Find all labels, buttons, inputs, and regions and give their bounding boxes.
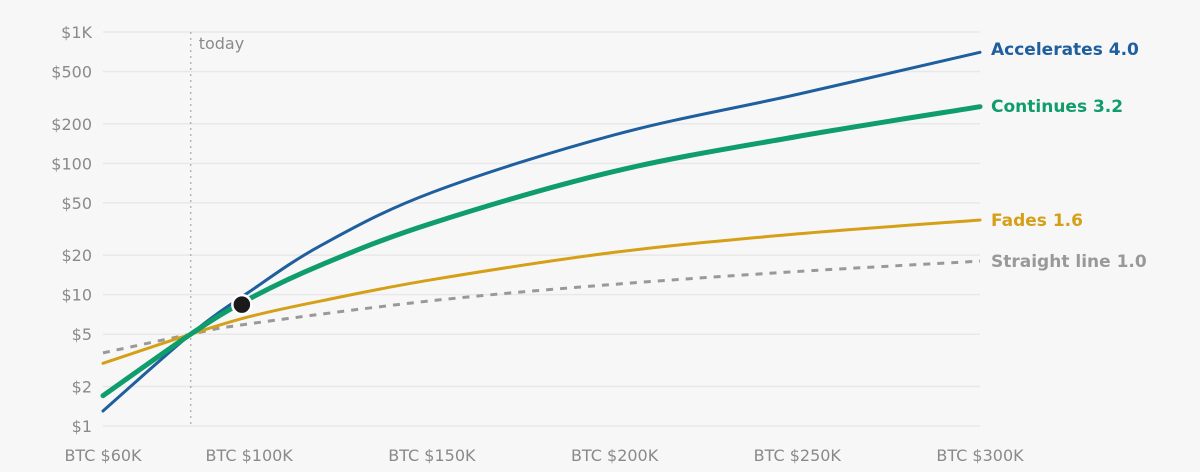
x-tick-label: BTC $150K [388,446,476,465]
today-label: today [199,34,245,53]
grid-lines [103,31,980,427]
y-tick-label: $50 [61,194,92,213]
series-labels: Accelerates 4.0 Continues 3.2 Fades 1.6 Str… [991,40,1147,272]
y-tick-label: $500 [51,63,92,82]
series-label-1: Continues 3.2 [991,97,1123,117]
x-tick-label: BTC $60K [64,446,142,465]
series-label-0: Accelerates 4.0 [991,40,1139,60]
current-point-layer [231,293,253,316]
x-tick-label: BTC $250K [754,446,842,465]
series-label-2: Fades 1.6 [991,211,1083,231]
series-lines [100,50,983,413]
x-tick-label: BTC $100K [206,446,294,465]
y-tick-label: $200 [51,115,92,134]
y-tick-label: $5 [72,325,92,344]
y-axis-ticks: $1K $500 $200 $100 $50 $20 $10 $5 $2 $1 [51,23,92,436]
y-tick-label: $20 [61,246,92,265]
x-tick-label: BTC $300K [936,446,1024,465]
y-tick-label: $100 [51,154,92,173]
x-axis-ticks: BTC $60K BTC $100K BTC $150K BTC $200K BTC $… [64,446,1024,465]
series-line-0 [101,50,982,413]
series-label-3: Straight line 1.0 [991,252,1147,272]
y-tick-label: $2 [72,377,92,396]
y-tick-label: $1 [72,417,92,436]
y-tick-label: $10 [61,286,92,305]
today-reference: today [189,32,245,426]
series-line-2 [101,218,982,365]
x-tick-label: BTC $200K [571,446,659,465]
series-line-1 [100,104,983,399]
current-point [231,293,253,316]
y-tick-label: $1K [61,23,92,42]
